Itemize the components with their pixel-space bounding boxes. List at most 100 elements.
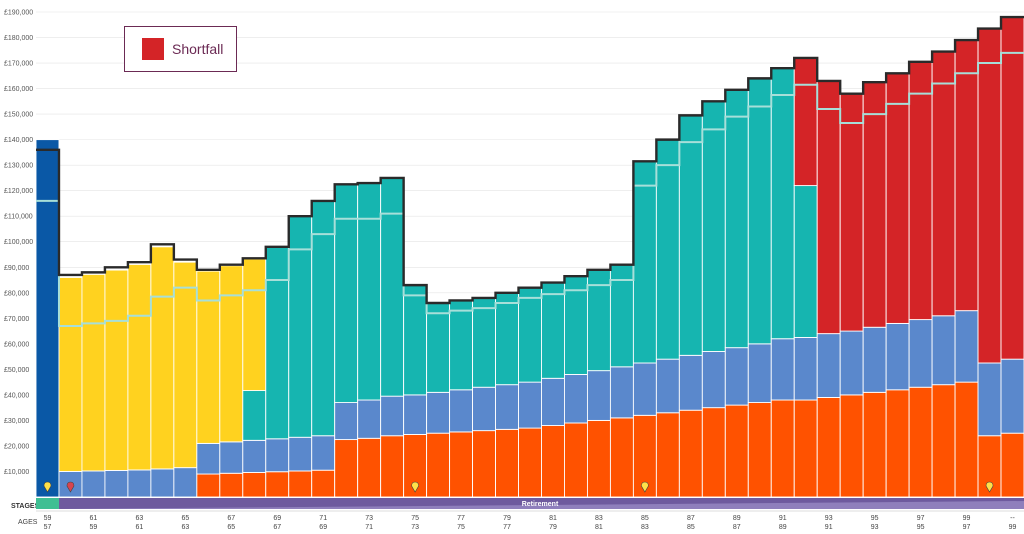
stage-name: Retirement — [522, 501, 559, 508]
bar-segment-orange — [265, 471, 290, 498]
bar-segment-teal — [334, 183, 359, 404]
bar-segment-blue — [104, 470, 129, 498]
bar-segment-teal — [311, 200, 336, 437]
age-label-primary: 91 — [779, 515, 787, 522]
y-tick-label: £70,000 — [4, 316, 29, 323]
bar-segment-teal — [747, 77, 772, 345]
event-marker-icon — [411, 481, 419, 493]
bar-segment-orange — [747, 402, 772, 498]
bar-segment-orange — [701, 407, 726, 498]
bar-segment-orange — [908, 386, 933, 498]
event-marker-icon — [985, 481, 994, 493]
bar-segment-orange — [311, 469, 336, 498]
bar-segment-teal — [403, 284, 428, 396]
bar-segment-blue — [380, 395, 405, 437]
bar-segment-shortfall — [885, 72, 910, 324]
bar-segment-teal — [655, 139, 680, 360]
stage-pre-retirement — [36, 498, 59, 509]
bar-segment-yellow — [104, 269, 129, 471]
bar-segment-blue — [150, 468, 175, 498]
bar-segment-blue — [403, 394, 428, 435]
bar-segment-blue — [954, 310, 979, 383]
bar-segment-teal — [701, 100, 726, 352]
bar-segment-teal — [793, 185, 818, 338]
bar-segment-blue — [724, 347, 749, 406]
age-label-primary: 89 — [733, 515, 741, 522]
bar-segment-teal — [770, 67, 795, 340]
bar-segment-shortfall — [862, 81, 887, 328]
bar-segment-shortfall — [977, 28, 1002, 364]
bar-segment-orange — [931, 384, 956, 498]
age-label-primary: 83 — [595, 515, 603, 522]
bar-segment-shortfall — [839, 93, 864, 332]
bar-segment-blue — [541, 377, 565, 426]
bar-segment-shortfall — [931, 51, 956, 317]
age-label-secondary: 73 — [411, 524, 419, 531]
bar-segment-blue — [908, 319, 933, 388]
bar-segment-yellow — [150, 246, 175, 470]
stacked-bars — [35, 16, 1024, 498]
bar-segment-blue — [793, 337, 818, 401]
bar-segment-blue — [586, 370, 611, 421]
age-label-primary: 69 — [273, 515, 281, 522]
bar-segment-teal — [426, 302, 451, 393]
bar-segment-orange — [609, 417, 634, 498]
bar-segment-yellow — [58, 277, 83, 472]
bar-segment-teal — [242, 390, 267, 441]
bar-segment-blue — [632, 362, 657, 416]
bar-segment-teal — [357, 182, 382, 401]
bar-segment-orange — [839, 394, 864, 498]
age-label-secondary: 65 — [227, 524, 235, 531]
bar-segment-blue — [357, 399, 382, 439]
age-label-primary: 71 — [319, 515, 327, 522]
bar-segment-orange — [288, 470, 313, 498]
bar-segment-teal — [472, 297, 496, 388]
y-tick-label: £80,000 — [4, 290, 29, 297]
bar-segment-blue — [127, 469, 152, 498]
bar-segment-teal — [678, 114, 703, 356]
age-label-primary: 63 — [135, 515, 143, 522]
bar-segment-blue — [288, 436, 313, 472]
bar-segment-orange — [586, 419, 611, 498]
age-label-secondary: 87 — [733, 524, 741, 531]
bar-segment-orange — [196, 473, 221, 498]
age-label-secondary: 67 — [273, 524, 281, 531]
bar-segment-teal — [495, 292, 519, 386]
age-label-secondary: 79 — [549, 524, 557, 531]
y-tick-label: £30,000 — [4, 418, 29, 425]
age-label-primary: 67 — [227, 515, 235, 522]
bar-segment-teal — [265, 246, 290, 440]
bar-segment-blue — [311, 435, 336, 471]
event-marker-icon — [66, 481, 75, 493]
age-label-primary: 81 — [549, 515, 557, 522]
y-tick-label: £110,000 — [4, 214, 33, 221]
age-label-primary: 65 — [181, 515, 189, 522]
bar-segment-blue — [334, 402, 359, 441]
age-label-primary: 75 — [411, 515, 419, 522]
chart-legend: Shortfall — [124, 26, 237, 72]
bar-segment-yellow — [196, 270, 221, 444]
bar-segment-yellow — [127, 264, 152, 471]
bar-segment-orange — [954, 381, 979, 498]
bar-segment-orange — [678, 409, 703, 498]
bar-segment-teal — [518, 287, 542, 383]
age-label-secondary: 99 — [1009, 524, 1017, 531]
bar-segment-blue — [1000, 358, 1024, 434]
y-tick-label: £170,000 — [4, 61, 33, 68]
bar-segment-blue — [81, 470, 106, 498]
age-label-secondary: 61 — [135, 524, 143, 531]
bar-segment-blue — [609, 366, 634, 419]
bar-segment-orange — [655, 412, 680, 498]
bar-segment-orange — [724, 404, 749, 498]
y-tick-label: £130,000 — [4, 163, 33, 170]
age-label-secondary: 81 — [595, 524, 603, 531]
age-label-primary: 95 — [871, 515, 879, 522]
bar-segment-shortfall — [954, 39, 979, 312]
bar-segment-blue — [655, 358, 680, 414]
bar-segment-blue — [816, 333, 841, 398]
y-tick-label: £20,000 — [4, 443, 29, 450]
bar-segment-blue — [495, 384, 519, 430]
legend-swatch-shortfall — [142, 38, 164, 60]
bar-segment-blue — [426, 391, 451, 434]
